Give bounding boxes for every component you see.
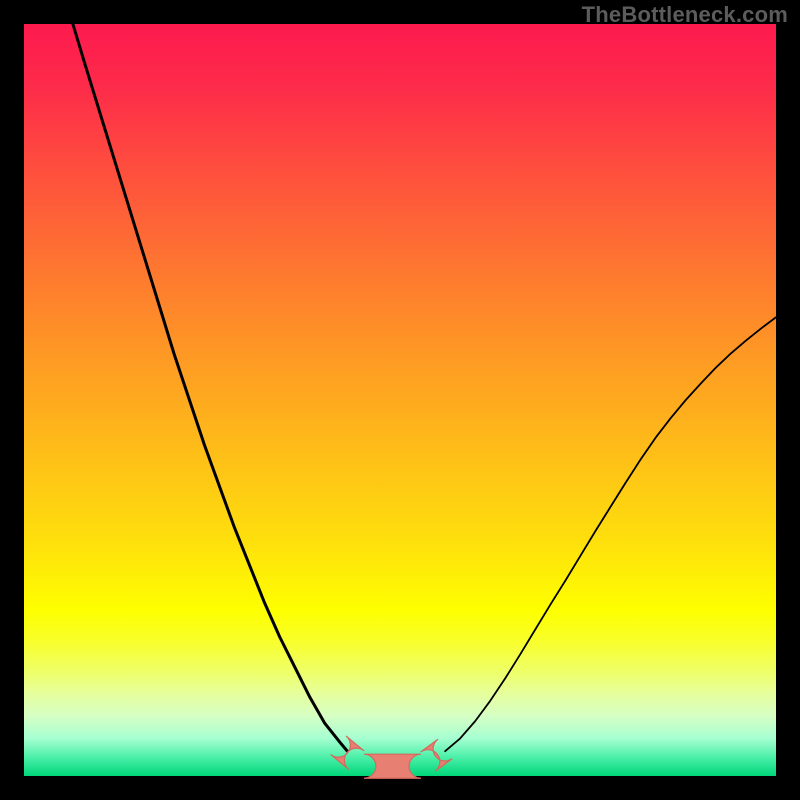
plot-area [24, 24, 776, 778]
bottleneck-chart [0, 0, 800, 800]
gradient-background [24, 24, 776, 776]
stage: TheBottleneck.com [0, 0, 800, 800]
watermark-text: TheBottleneck.com [582, 2, 788, 28]
